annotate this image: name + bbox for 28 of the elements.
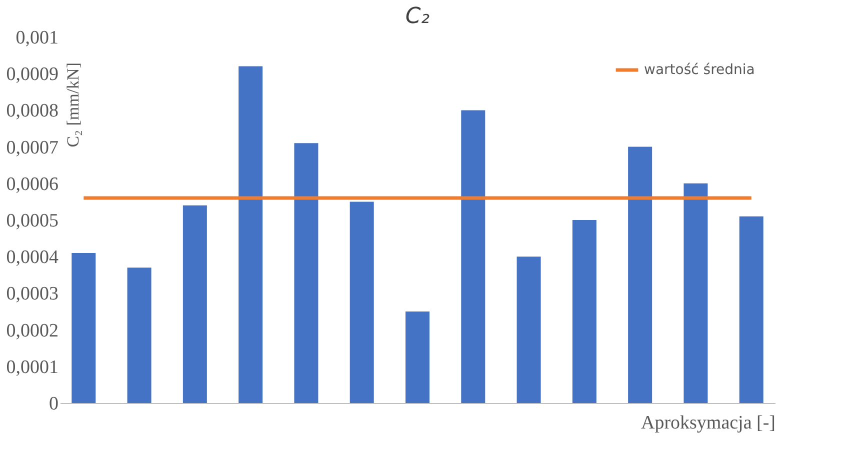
y-tick-label: 0,0004 <box>6 247 59 268</box>
bar <box>72 252 96 403</box>
y-tick-label: 0,0003 <box>6 284 58 305</box>
bar <box>127 268 152 403</box>
bar <box>238 66 263 403</box>
x-axis-title: Aproksymacja [-] <box>640 412 776 434</box>
bar <box>572 220 596 403</box>
y-tick-label: 0,0006 <box>6 174 58 195</box>
legend-label: wartość średnia <box>644 62 755 78</box>
bar <box>628 146 652 403</box>
y-tick-label: 0,001 <box>16 28 58 48</box>
bar <box>684 183 708 403</box>
y-tick-label: 0,0008 <box>6 100 58 122</box>
y-tick-label: 0,0002 <box>6 320 58 342</box>
y-tick-label: 0,0005 <box>6 210 58 232</box>
bar <box>182 205 207 403</box>
bar <box>406 312 430 403</box>
y-tick-label: 0,0009 <box>6 64 58 86</box>
bar <box>461 110 486 403</box>
y-tick-label: 0,0007 <box>6 137 58 158</box>
y-tick-label: 0 <box>49 394 58 414</box>
bar <box>516 256 541 403</box>
y-tick-label: 0,0001 <box>6 356 58 378</box>
y-axis-title: C₂ [mm/kN] <box>64 62 82 148</box>
chart-title: C₂ <box>405 4 430 29</box>
bar <box>294 143 318 403</box>
bar <box>350 202 374 403</box>
bar <box>739 216 764 403</box>
